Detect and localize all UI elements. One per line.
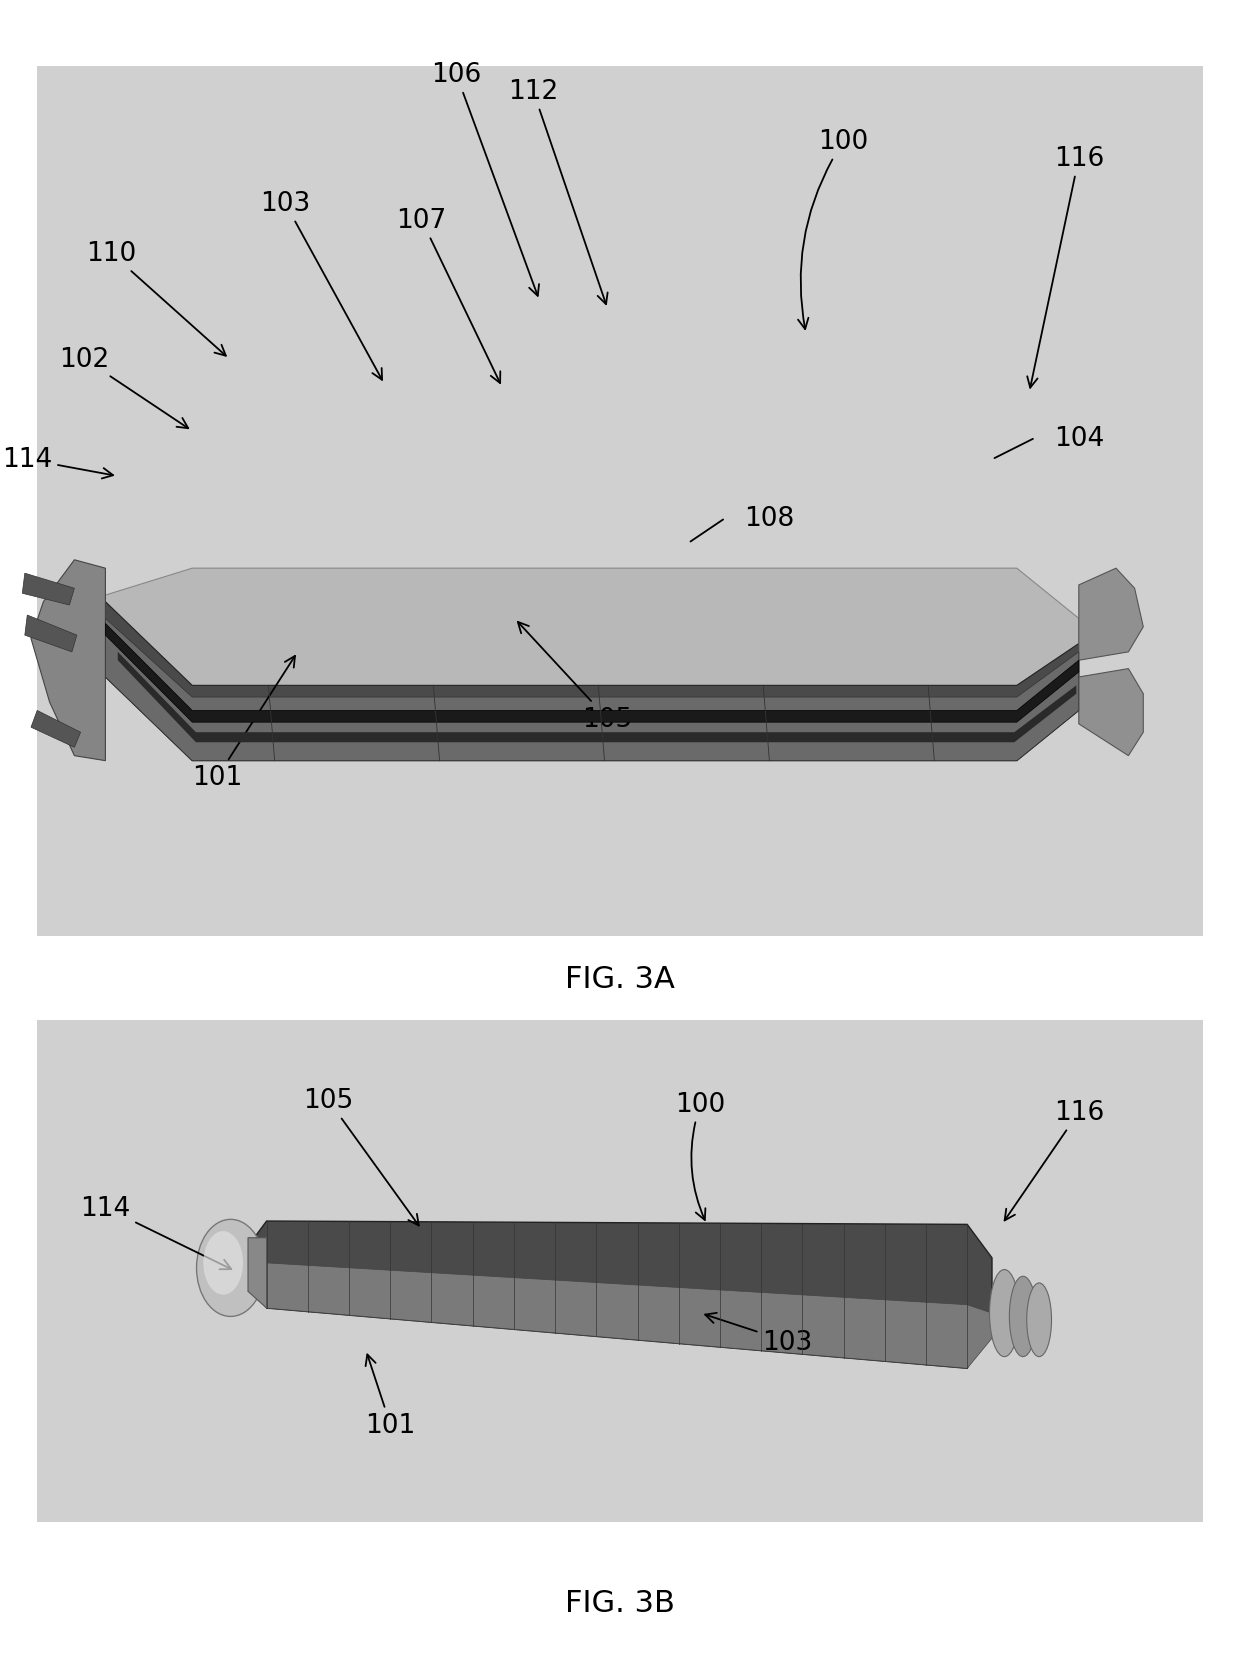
- Text: 105: 105: [304, 1087, 419, 1226]
- Polygon shape: [267, 1263, 992, 1369]
- Polygon shape: [105, 602, 1079, 761]
- Polygon shape: [1079, 669, 1143, 756]
- Polygon shape: [22, 574, 74, 606]
- Text: 105: 105: [518, 622, 632, 733]
- Text: 101: 101: [192, 656, 295, 791]
- Text: 107: 107: [397, 207, 500, 383]
- Text: 101: 101: [366, 1355, 415, 1439]
- Text: 100: 100: [676, 1091, 725, 1220]
- FancyBboxPatch shape: [37, 67, 1203, 937]
- Text: 103: 103: [706, 1313, 812, 1355]
- Text: 104: 104: [1054, 425, 1105, 452]
- Polygon shape: [84, 569, 1079, 761]
- Text: 106: 106: [432, 62, 539, 296]
- Polygon shape: [31, 560, 105, 761]
- Ellipse shape: [1027, 1283, 1052, 1357]
- Text: FIG. 3A: FIG. 3A: [565, 964, 675, 994]
- Polygon shape: [1079, 569, 1143, 661]
- Text: 114: 114: [81, 1195, 232, 1270]
- Text: 114: 114: [2, 447, 113, 478]
- FancyBboxPatch shape: [37, 1021, 1203, 1522]
- Text: 108: 108: [744, 505, 795, 532]
- Polygon shape: [105, 624, 1079, 723]
- Text: 116: 116: [1004, 1099, 1104, 1221]
- Ellipse shape: [196, 1220, 265, 1317]
- Polygon shape: [118, 652, 1076, 743]
- Text: 116: 116: [1027, 146, 1104, 388]
- Polygon shape: [25, 616, 77, 652]
- Polygon shape: [248, 1238, 267, 1308]
- Polygon shape: [248, 1221, 992, 1369]
- Polygon shape: [31, 711, 81, 748]
- Ellipse shape: [203, 1231, 243, 1295]
- Ellipse shape: [990, 1270, 1019, 1357]
- Text: FIG. 3B: FIG. 3B: [565, 1588, 675, 1618]
- Text: 110: 110: [87, 241, 226, 356]
- Text: 100: 100: [799, 129, 868, 330]
- Text: 112: 112: [508, 79, 608, 304]
- Text: 102: 102: [60, 346, 188, 428]
- Ellipse shape: [1009, 1276, 1037, 1357]
- Polygon shape: [105, 619, 1079, 761]
- Text: 103: 103: [260, 191, 382, 380]
